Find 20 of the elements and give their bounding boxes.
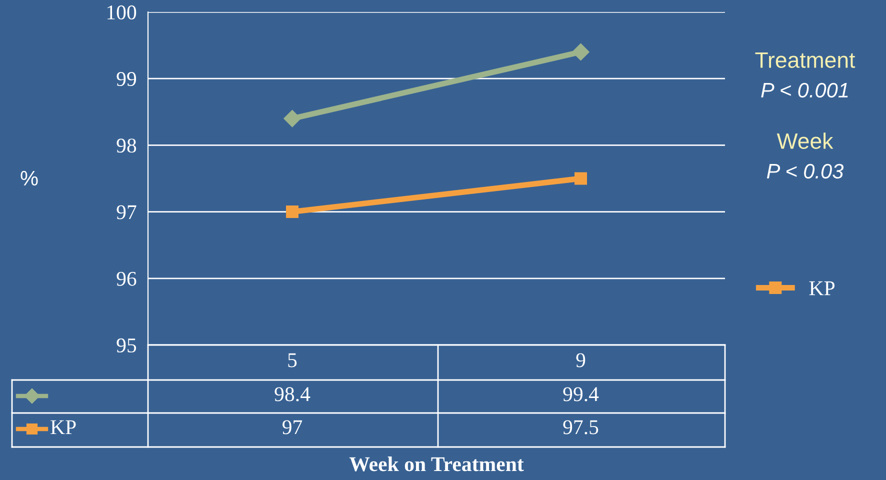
y-tick-label: 99 bbox=[116, 72, 136, 86]
y-tick-label: 97 bbox=[116, 205, 136, 220]
data-label: 99.4 bbox=[563, 387, 599, 402]
x-tick-label: 9 bbox=[576, 353, 586, 368]
text: Treatment bbox=[755, 52, 856, 68]
x-axis-title: Week on Treatment bbox=[349, 456, 524, 472]
text: KP bbox=[50, 420, 76, 434]
legend-label: KP bbox=[809, 281, 835, 296]
data-label: 97 bbox=[282, 420, 302, 434]
text: P < 0.03 bbox=[766, 164, 844, 179]
text: P < 0.001 bbox=[761, 82, 848, 98]
y-tick-label: 98 bbox=[116, 138, 136, 153]
y-tick-label: 100 bbox=[107, 5, 136, 20]
data-label: 98.4 bbox=[274, 387, 310, 402]
y-tick-label: 95 bbox=[116, 338, 136, 352]
y-axis-title: % bbox=[20, 170, 38, 186]
x-tick-label: 5 bbox=[288, 353, 297, 368]
text: Week bbox=[776, 132, 834, 149]
y-tick-label: 96 bbox=[116, 272, 136, 286]
data-label: 97.5 bbox=[563, 420, 598, 434]
